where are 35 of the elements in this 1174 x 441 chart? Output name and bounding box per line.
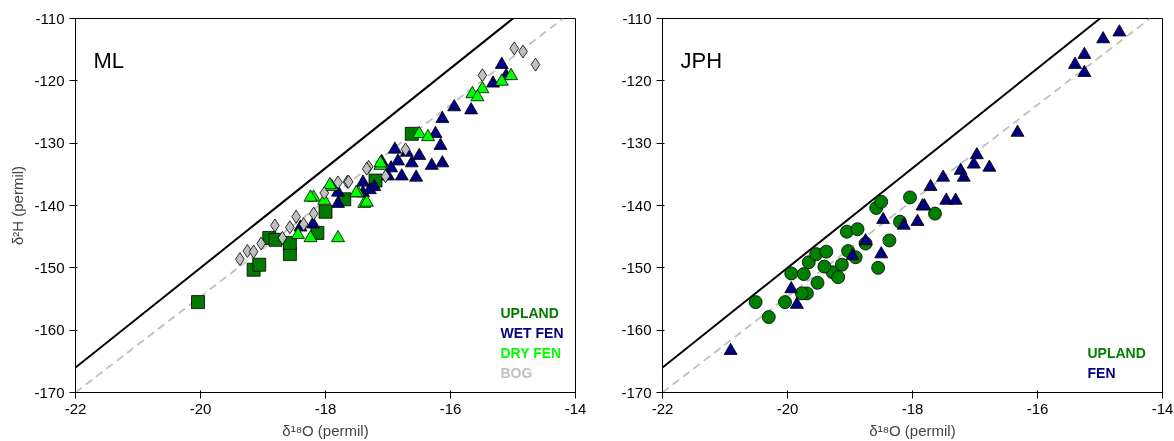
x-tick-label: -14: [564, 399, 587, 417]
y-tick-label: -170: [34, 383, 65, 401]
y-tick-label: -150: [621, 258, 652, 276]
x-axis-title: δ¹⁸O (permil): [869, 421, 956, 439]
text: BOG: [500, 364, 533, 381]
x-axis-title: δ¹⁸O (permil): [282, 421, 369, 439]
annotation: JPH: [680, 47, 723, 73]
y-tick-label: -110: [35, 9, 65, 27]
y-tick-label: -150: [34, 258, 65, 276]
y-tick-label: -140: [34, 196, 65, 214]
y-axis-title: δ²H (permil): [9, 165, 27, 246]
y-tick-label: -170: [621, 383, 652, 401]
text: WET FEN: [500, 324, 564, 341]
y-tick-label: -140: [621, 196, 652, 214]
y-tick-label: -120: [621, 71, 652, 89]
annotation: ML: [93, 47, 125, 73]
y-tick-label: -120: [34, 71, 65, 89]
text: UPLAND: [500, 304, 559, 321]
text: UPLAND: [1087, 344, 1146, 361]
x-tick-label: -22: [64, 399, 87, 417]
x-tick-label: -20: [776, 399, 799, 417]
text: DRY FEN: [500, 344, 562, 361]
x-tick-label: -16: [1026, 399, 1049, 417]
y-tick-label: -160: [34, 321, 65, 339]
y-tick-label: -160: [621, 321, 652, 339]
y-tick-label: -130: [621, 134, 652, 152]
x-tick-label: -14: [1151, 399, 1174, 417]
y-tick-label: -130: [34, 134, 65, 152]
x-tick-label: -22: [651, 399, 674, 417]
x-tick-label: -18: [901, 399, 924, 417]
text: FEN: [1087, 364, 1116, 381]
x-tick-label: -16: [439, 399, 462, 417]
y-tick-label: -110: [622, 9, 652, 27]
x-tick-label: -18: [314, 399, 337, 417]
x-tick-label: -20: [189, 399, 212, 417]
